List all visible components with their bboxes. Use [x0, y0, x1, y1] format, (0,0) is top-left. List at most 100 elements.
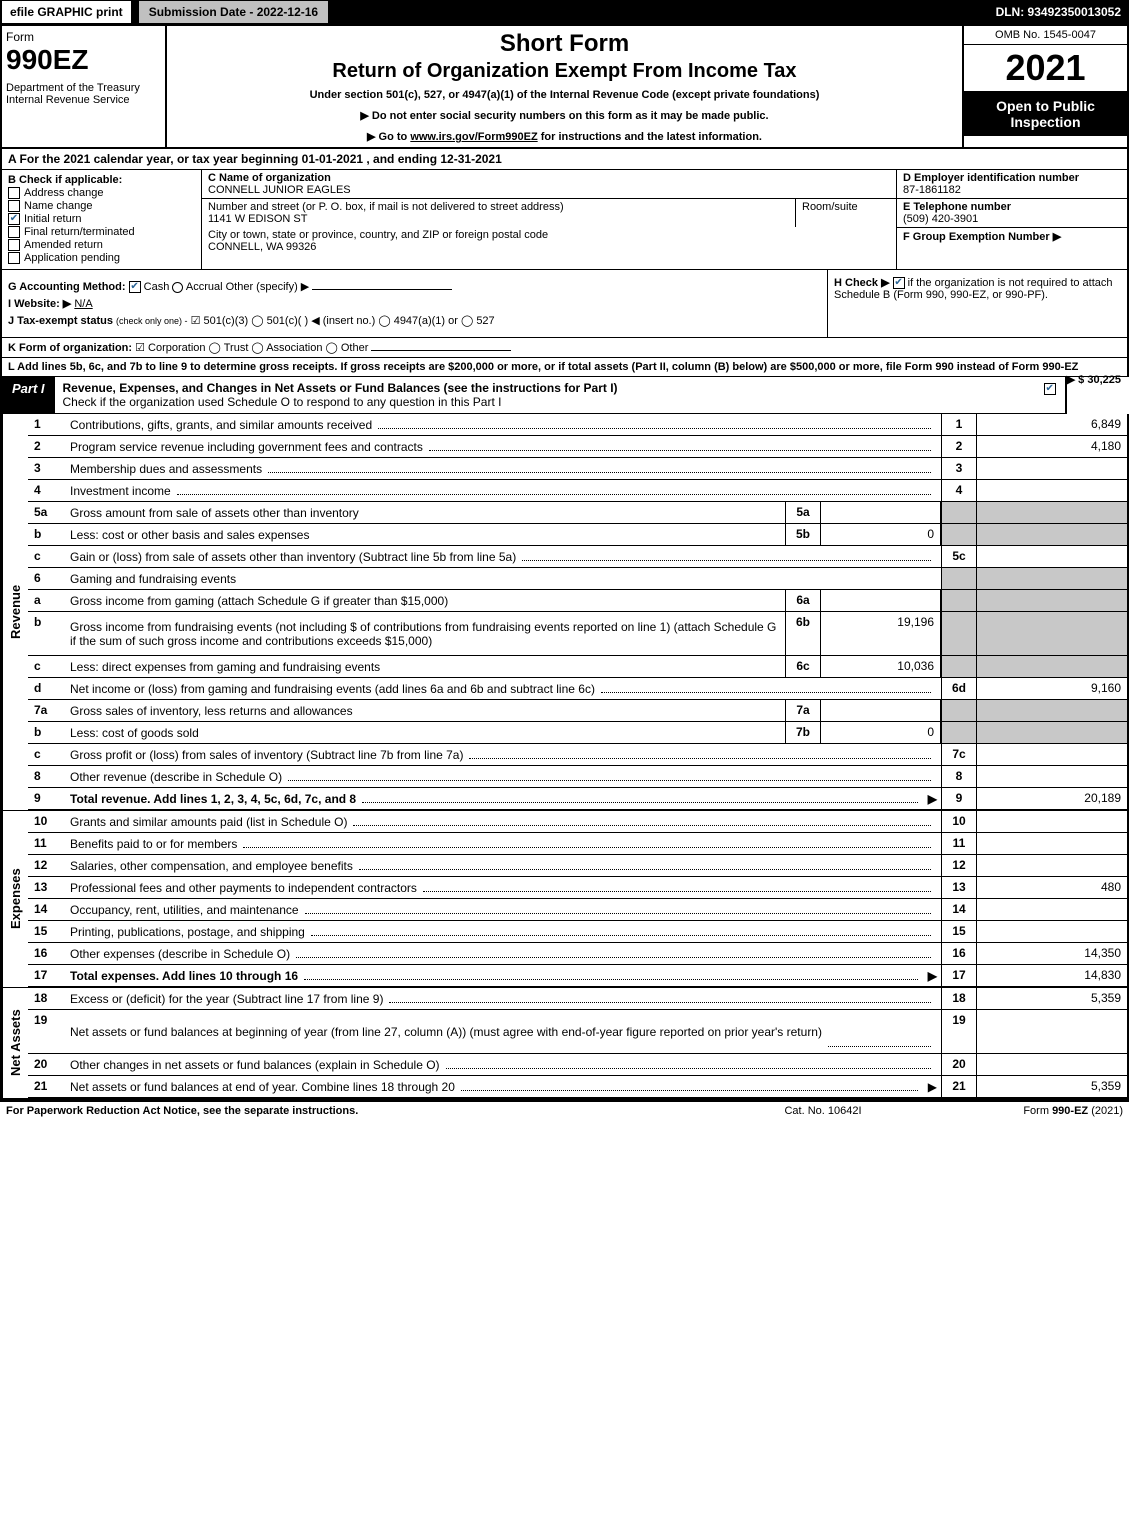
form-number: 990EZ	[6, 44, 161, 76]
footer-catalog: Cat. No. 10642I	[723, 1105, 923, 1117]
g-accrual: Accrual	[186, 281, 223, 293]
row-description: Other changes in net assets or fund bala…	[66, 1054, 941, 1075]
e-label: E Telephone number	[903, 201, 1011, 213]
sub-line-number: 5a	[785, 502, 821, 523]
row-number: 21	[28, 1076, 66, 1097]
row-description: Professional fees and other payments to …	[66, 877, 941, 898]
line-number	[941, 612, 977, 655]
sub-line-number: 7b	[785, 722, 821, 743]
row-number: 18	[28, 988, 66, 1009]
irs-link[interactable]: www.irs.gov/Form990EZ	[410, 131, 537, 143]
city-label: City or town, state or province, country…	[208, 229, 548, 241]
g-accounting: G Accounting Method: Cash Accrual Other …	[8, 280, 821, 293]
table-row: 1Contributions, gifts, grants, and simil…	[28, 414, 1127, 436]
footer-form-link[interactable]: 990-EZ	[1052, 1105, 1088, 1117]
b-checkbox[interactable]	[8, 252, 20, 264]
j-opts: ☑ 501(c)(3) ◯ 501(c)( ) ◀ (insert no.) ◯…	[191, 315, 495, 327]
footer-right: Form 990-EZ (2021)	[923, 1105, 1123, 1117]
b-checkbox[interactable]	[8, 200, 20, 212]
arrow-icon: ▶	[928, 1080, 937, 1094]
instr-suffix: for instructions and the latest informat…	[538, 131, 762, 143]
line-amount	[977, 700, 1127, 721]
phone-value: (509) 420-3901	[903, 213, 978, 225]
sub-line-number: 6b	[785, 612, 821, 655]
table-row: dNet income or (loss) from gaming and fu…	[28, 678, 1127, 700]
line-amount	[977, 458, 1127, 479]
line-amount: 9,160	[977, 678, 1127, 699]
row-description: Salaries, other compensation, and employ…	[66, 855, 941, 876]
row-number: 8	[28, 766, 66, 787]
sub-line-number: 6c	[785, 656, 821, 677]
line-number: 7c	[941, 744, 977, 765]
b-checkbox[interactable]	[8, 187, 20, 199]
l-text: L Add lines 5b, 6c, and 7b to line 9 to …	[8, 361, 1078, 373]
title-short-form: Short Form	[175, 30, 954, 58]
line-amount	[977, 656, 1127, 677]
b-checkbox[interactable]	[8, 213, 20, 225]
b-checkbox[interactable]	[8, 226, 20, 238]
table-row: 16Other expenses (describe in Schedule O…	[28, 943, 1127, 965]
table-row: bLess: cost of goods sold7b0	[28, 722, 1127, 744]
line-number: 20	[941, 1054, 977, 1075]
row-description: Membership dues and assessments	[66, 458, 941, 479]
instr-ssn: ▶ Do not enter social security numbers o…	[175, 109, 954, 122]
line-number: 1	[941, 414, 977, 435]
c-name: C Name of organization CONNELL JUNIOR EA…	[202, 170, 896, 199]
line-amount	[977, 833, 1127, 854]
b-checkbox[interactable]	[8, 239, 20, 251]
row-description: Occupancy, rent, utilities, and maintena…	[66, 899, 941, 920]
row-number: 6	[28, 568, 66, 589]
line-number	[941, 568, 977, 589]
efile-print-button[interactable]: efile GRAPHIC print	[0, 0, 133, 25]
line-amount	[977, 524, 1127, 545]
line-number: 3	[941, 458, 977, 479]
row-number: 4	[28, 480, 66, 501]
row-number: 11	[28, 833, 66, 854]
row-description: Net assets or fund balances at beginning…	[66, 1010, 941, 1053]
section-l: L Add lines 5b, 6c, and 7b to line 9 to …	[0, 358, 1129, 377]
line-amount	[977, 480, 1127, 501]
row-description: Gross sales of inventory, less returns a…	[66, 700, 785, 721]
netasset-rows: 18Excess or (deficit) for the year (Subt…	[28, 988, 1127, 1098]
g-other-line	[312, 289, 452, 290]
table-row: 14Occupancy, rent, utilities, and mainte…	[28, 899, 1127, 921]
line-amount: 20,189	[977, 788, 1127, 809]
j-label: J Tax-exempt status	[8, 315, 113, 327]
g-accrual-radio[interactable]	[172, 282, 183, 293]
row-number: 14	[28, 899, 66, 920]
row-number: 19	[28, 1010, 66, 1053]
line-amount	[977, 744, 1127, 765]
g-cash-checkbox[interactable]	[129, 281, 141, 293]
part1-checkbox[interactable]	[1044, 383, 1056, 395]
street-label: Number and street (or P. O. box, if mail…	[208, 201, 564, 213]
form-label: Form	[6, 30, 161, 44]
line-number	[941, 722, 977, 743]
b-check-item: Application pending	[8, 252, 195, 264]
city-value: CONNELL, WA 99326	[208, 241, 316, 253]
table-row: 20Other changes in net assets or fund ba…	[28, 1054, 1127, 1076]
org-name: CONNELL JUNIOR EAGLES	[208, 184, 351, 196]
b-label: B Check if applicable:	[8, 174, 195, 186]
h-checkbox[interactable]	[893, 277, 905, 289]
row-number: 17	[28, 965, 66, 986]
part1-check-text: Check if the organization used Schedule …	[63, 395, 502, 409]
row-number: 20	[28, 1054, 66, 1075]
g-cash: Cash	[144, 281, 170, 293]
header-right: OMB No. 1545-0047 2021 Open to Public In…	[962, 26, 1127, 147]
e-phone: E Telephone number (509) 420-3901	[897, 199, 1127, 228]
row-number: c	[28, 744, 66, 765]
row-number: b	[28, 612, 66, 655]
line-number: 19	[941, 1010, 977, 1053]
table-row: 17Total expenses. Add lines 10 through 1…	[28, 965, 1127, 987]
g-label: G Accounting Method:	[8, 281, 126, 293]
row-description: Less: cost of goods sold	[66, 722, 785, 743]
c-street-row: Number and street (or P. O. box, if mail…	[202, 199, 896, 227]
table-row: 8Other revenue (describe in Schedule O)8	[28, 766, 1127, 788]
line-amount	[977, 590, 1127, 611]
b-check-item: Amended return	[8, 239, 195, 251]
expenses-table: Expenses 10Grants and similar amounts pa…	[0, 810, 1129, 987]
table-row: 12Salaries, other compensation, and empl…	[28, 855, 1127, 877]
l-value: ▶ $ 30,225	[1067, 373, 1121, 386]
line-amount	[977, 811, 1127, 832]
table-row: bLess: cost or other basis and sales exp…	[28, 524, 1127, 546]
